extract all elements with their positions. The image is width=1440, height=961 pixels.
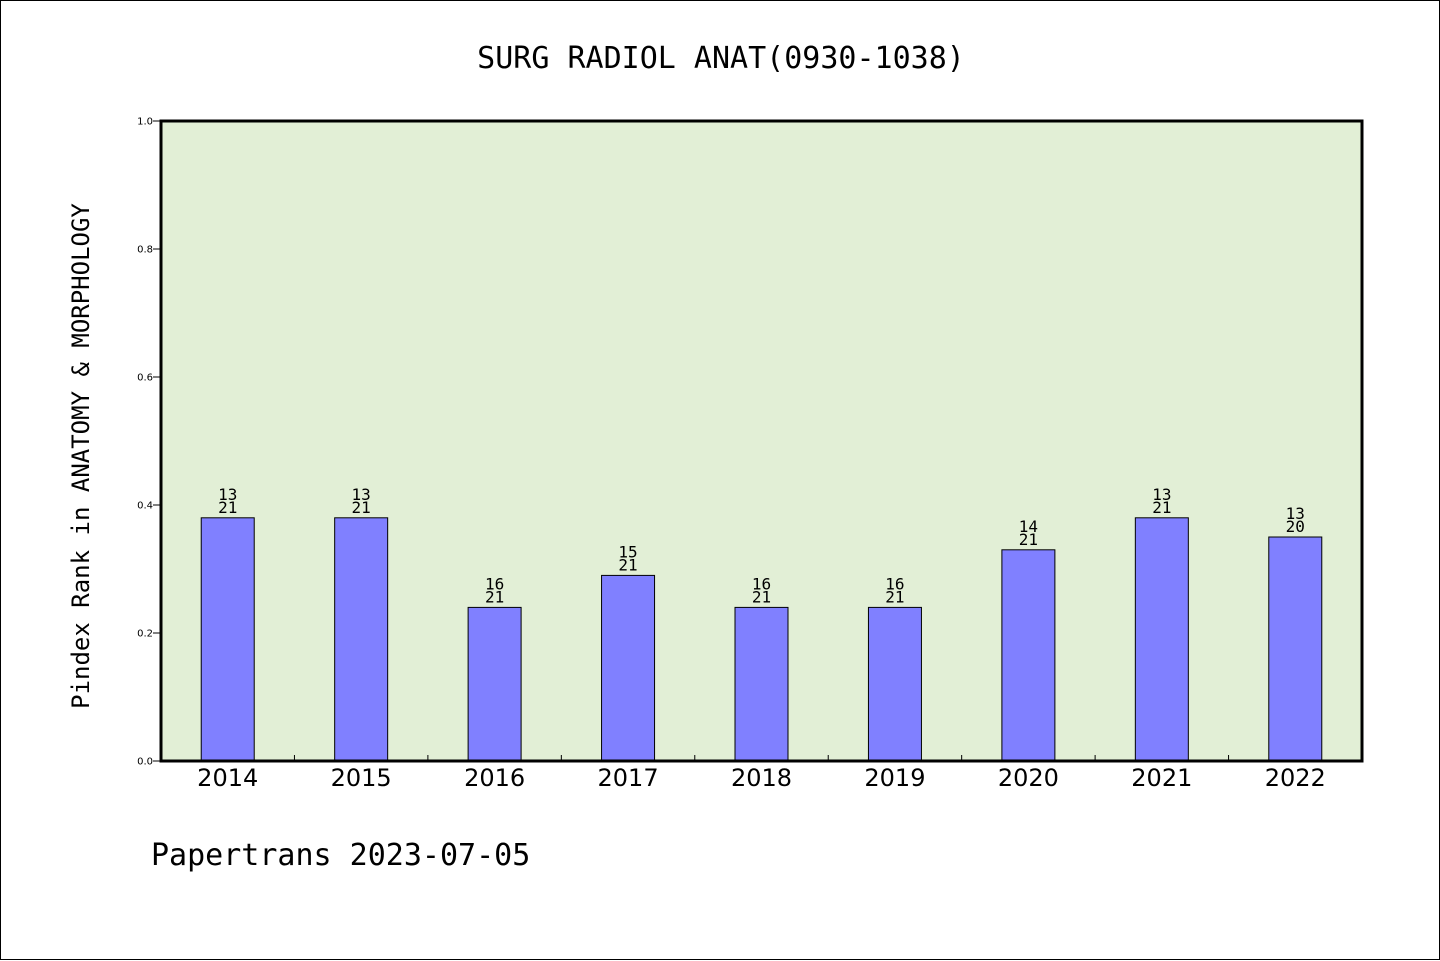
bars xyxy=(200,517,1323,762)
bar-2019 xyxy=(867,606,922,762)
bar-rank-label: 13 xyxy=(1286,504,1305,523)
y-tick-label: 0.0 xyxy=(137,757,153,768)
bar-rank-label: 13 xyxy=(218,485,237,504)
y-axis-ticks: 0.0 0.2 0.4 0.6 0.8 1.0 xyxy=(137,117,161,768)
bar-total-label: 21 xyxy=(218,498,237,517)
bar-2020 xyxy=(1001,549,1056,762)
bar-2017 xyxy=(601,574,656,762)
bar-total-label: 21 xyxy=(352,498,371,517)
bar-2021 xyxy=(1134,517,1189,762)
bar-2018 xyxy=(734,606,789,762)
bar-rank-label: 13 xyxy=(352,485,371,504)
bar-rank-label: 15 xyxy=(618,542,637,561)
x-tick-label: 2022 xyxy=(1265,764,1326,792)
bar-total-label: 21 xyxy=(885,587,904,606)
x-axis-ticks: 2014 2015 2016 2017 2018 2019 2020 2021 2022 xyxy=(197,755,1326,792)
bar-2015 xyxy=(334,517,389,762)
x-tick-label: 2021 xyxy=(1131,764,1192,792)
bar-total-label: 21 xyxy=(618,555,637,574)
footer-text: Papertrans 2023-07-05 xyxy=(151,838,530,873)
y-tick-label: 1.0 xyxy=(137,117,153,128)
bar-total-label: 21 xyxy=(752,587,771,606)
y-tick-label: 0.2 xyxy=(137,629,153,640)
bar-rank-label: 16 xyxy=(752,574,771,593)
x-tick-label: 2016 xyxy=(464,764,525,792)
bar-rank-label: 16 xyxy=(885,574,904,593)
bar-2022 xyxy=(1268,536,1323,762)
bar-rank-label: 16 xyxy=(485,574,504,593)
bar-total-label: 20 xyxy=(1286,517,1305,536)
y-tick-label: 0.4 xyxy=(137,501,153,512)
y-tick-label: 0.6 xyxy=(137,373,153,384)
x-tick-label: 2020 xyxy=(998,764,1059,792)
y-tick-label: 0.8 xyxy=(137,245,153,256)
bar-rank-label: 14 xyxy=(1019,517,1038,536)
chart-title: SURG RADIOL ANAT(0930-1038) xyxy=(477,41,965,76)
bar-total-label: 21 xyxy=(485,587,504,606)
y-axis-label: Pindex Rank in ANATOMY & MORPHOLOGY xyxy=(67,203,95,709)
bar-total-label: 21 xyxy=(1019,530,1038,549)
x-tick-label: 2017 xyxy=(598,764,659,792)
x-tick-label: 2018 xyxy=(731,764,792,792)
bar-total-label: 21 xyxy=(1152,498,1171,517)
bar-rank-label: 13 xyxy=(1152,485,1171,504)
bar-2014 xyxy=(200,517,255,762)
x-tick-label: 2019 xyxy=(864,764,925,792)
x-tick-label: 2015 xyxy=(331,764,392,792)
x-tick-label: 2014 xyxy=(197,764,258,792)
bar-2016 xyxy=(467,606,522,762)
plot-border xyxy=(159,119,1364,763)
